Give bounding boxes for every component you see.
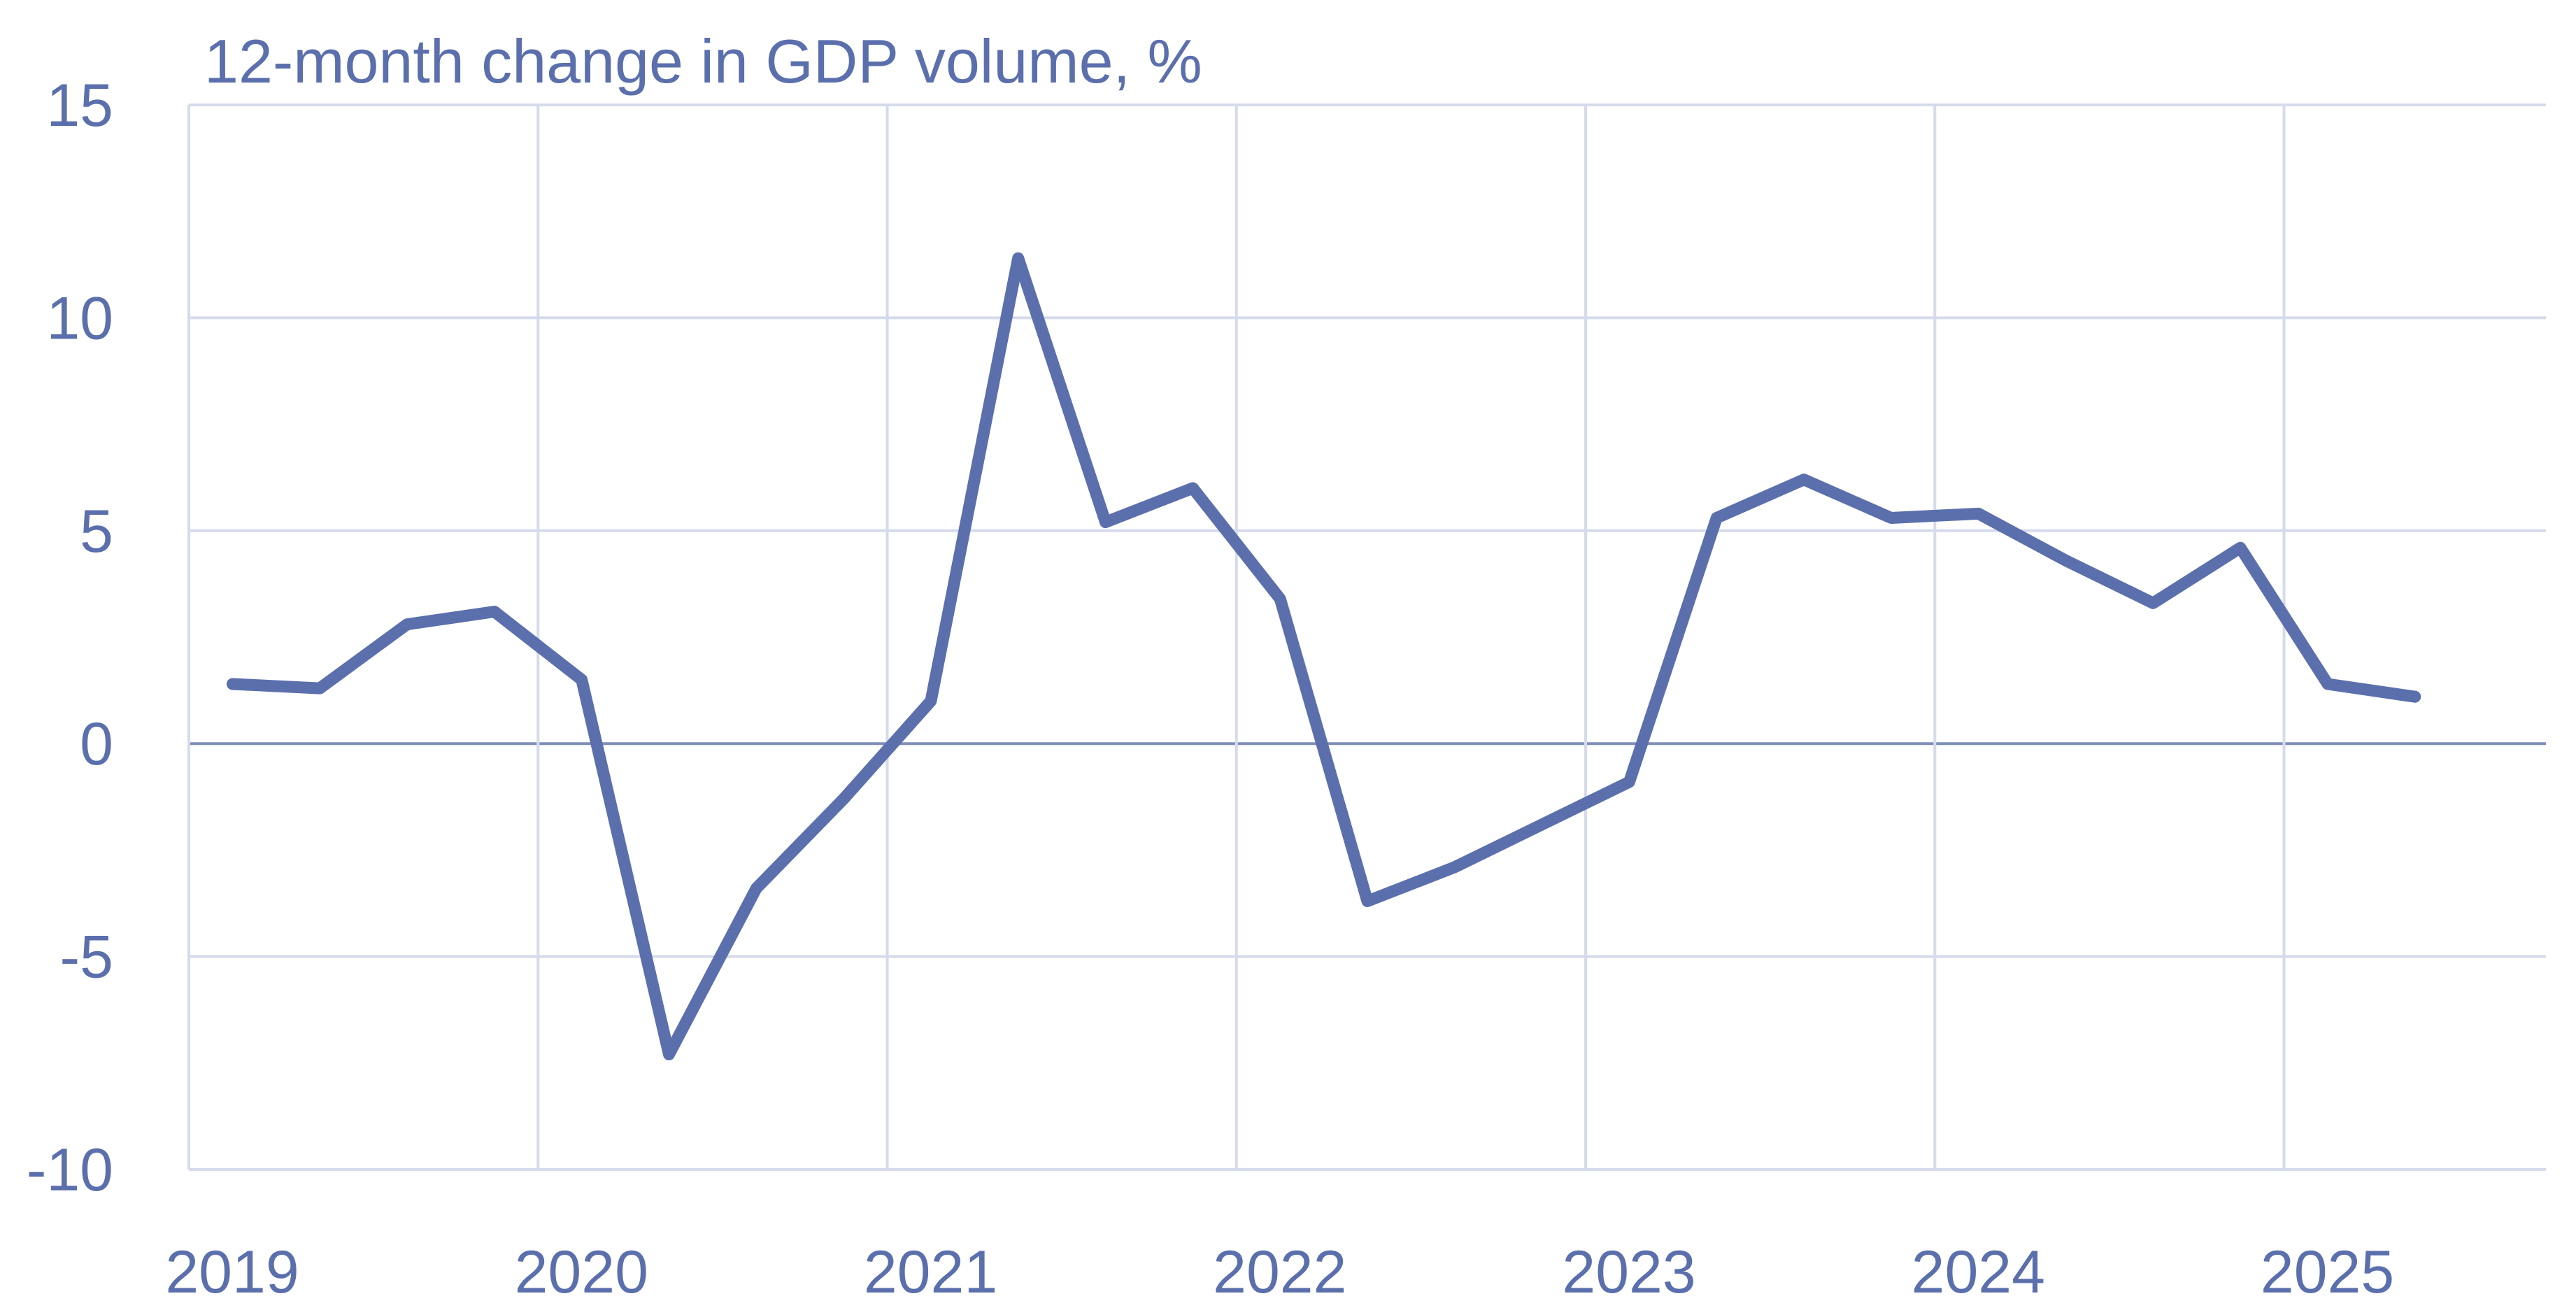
data-point [842, 797, 846, 801]
data-point [492, 610, 496, 613]
x-tick-label: 2021 [864, 1239, 997, 1306]
y-tick-label: -10 [27, 1137, 113, 1204]
data-point [1279, 597, 1282, 601]
label-layer: 15 10 5 0 -5 -10 2019 2020 2021 2022 2023 2024 2025 [27, 72, 2395, 1306]
data-point [2239, 546, 2242, 550]
data-point [1453, 865, 1456, 869]
grid-layer [189, 104, 2546, 1171]
data-point [1540, 823, 1544, 826]
x-tick-label: 2019 [165, 1239, 299, 1306]
data-point [406, 622, 409, 626]
data-point [2064, 559, 2068, 562]
chart-title: 12-month change in GDP volume, % [204, 27, 1202, 96]
x-tick-label: 2025 [2261, 1239, 2394, 1306]
x-tick-label: 2022 [1213, 1239, 1346, 1306]
series-layer [226, 252, 2421, 1061]
data-point [2151, 601, 2155, 605]
x-tick-label: 2020 [515, 1239, 648, 1306]
y-tick-label: 15 [46, 72, 113, 139]
series-line [226, 252, 2421, 1061]
y-tick-label: 5 [80, 498, 113, 565]
data-point [318, 687, 322, 690]
data-point [580, 678, 583, 681]
data-point [1366, 899, 1369, 903]
data-point [667, 1053, 671, 1056]
data-point [1889, 516, 1893, 520]
data-point [231, 682, 234, 685]
data-point [1191, 486, 1195, 490]
y-tick-label: -5 [60, 924, 113, 991]
data-point [2413, 695, 2417, 699]
data-point [929, 699, 932, 703]
data-point [1016, 257, 1020, 260]
data-point [1715, 516, 1718, 520]
x-tick-label: 2023 [1562, 1239, 1695, 1306]
y-tick-label: 10 [46, 285, 113, 352]
x-tick-label: 2024 [1912, 1239, 2045, 1306]
data-point [755, 887, 758, 890]
data-point [1977, 512, 1980, 515]
data-point [1104, 520, 1107, 524]
data-point [1628, 780, 1631, 783]
y-tick-label: 0 [80, 711, 113, 778]
data-point [1802, 478, 1806, 481]
data-point [2326, 682, 2329, 685]
